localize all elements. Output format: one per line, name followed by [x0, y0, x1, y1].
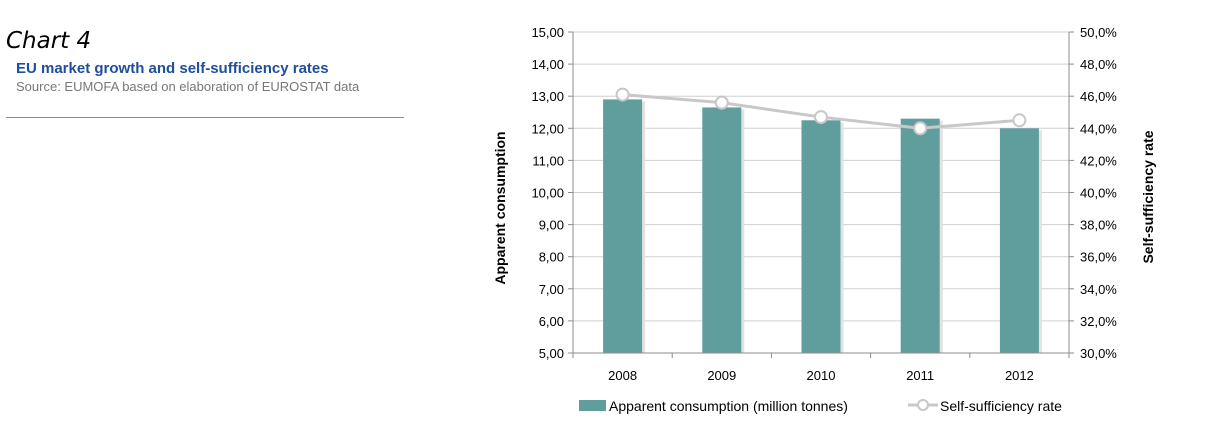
y2-tick-label: 36,0%	[1080, 250, 1117, 265]
y-tick-label: 7,00	[539, 282, 564, 297]
y2-tick-label: 34,0%	[1080, 282, 1117, 297]
y-tick-label: 15,00	[531, 25, 564, 40]
y-tick-label: 14,00	[531, 57, 564, 72]
y2-tick-label: 46,0%	[1080, 89, 1117, 104]
legend-line-marker	[917, 399, 929, 411]
bar-2010	[801, 120, 841, 354]
y2-tick-label: 42,0%	[1080, 153, 1117, 168]
y2-tick-label: 50,0%	[1080, 25, 1117, 40]
bar-2012	[999, 128, 1039, 353]
y-axis-title: Apparent consumption	[492, 131, 508, 284]
chart-source: Source: EUMOFA based on elaboration of E…	[16, 79, 360, 94]
y-tick-label: 12,00	[531, 121, 564, 136]
tick-labels: 5,00 30,0% 6,00 32,0% 7,00 34,0% 8,00 36,0% 9,00…	[531, 25, 1117, 383]
y2-tick-label: 38,0%	[1080, 218, 1117, 233]
line-point-2011	[913, 121, 928, 136]
y2-tick-label: 30,0%	[1080, 346, 1117, 361]
legend-bar-swatch	[579, 400, 606, 411]
bar-series	[603, 99, 1042, 354]
header-divider	[6, 117, 404, 118]
y2-tick-label: 44,0%	[1080, 121, 1117, 136]
line-point-2012	[1012, 113, 1027, 128]
legend: Apparent consumption (million tonnes) Se…	[579, 398, 1062, 414]
y-tick-label: 9,00	[539, 218, 564, 233]
x-tick-label: 2009	[707, 368, 736, 383]
y2-tick-label: 40,0%	[1080, 186, 1117, 201]
bar-2011	[900, 118, 940, 353]
y-tick-label: 5,00	[539, 346, 564, 361]
axes	[568, 31, 1074, 358]
legend-line-label: Self-sufficiency rate	[940, 398, 1062, 414]
chart-title: EU market growth and self-sufficiency ra…	[16, 60, 329, 77]
y2-axis-title: Self-sufficiency rate	[1140, 130, 1156, 263]
legend-bar-label: Apparent consumption (million tonnes)	[609, 398, 848, 414]
chart-number: Chart 4	[6, 28, 92, 54]
x-tick-label: 2011	[906, 368, 934, 383]
y-tick-label: 10,00	[531, 186, 564, 201]
y-tick-label: 6,00	[539, 314, 564, 329]
x-tick-label: 2010	[807, 368, 836, 383]
line-point-2008	[615, 87, 630, 102]
line-point-2009	[714, 95, 729, 110]
line-series	[615, 87, 1027, 136]
y2-tick-label: 48,0%	[1080, 57, 1117, 72]
bar-2008	[603, 99, 643, 353]
y-tick-label: 8,00	[539, 250, 564, 265]
line-point-2010	[814, 110, 828, 125]
y2-tick-label: 32,0%	[1080, 314, 1117, 329]
x-tick-label: 2012	[1005, 368, 1034, 383]
bar-2009	[702, 107, 742, 353]
y-tick-label: 11,00	[532, 153, 564, 168]
chart-header: Chart 4 EU market growth and self-suffic…	[6, 26, 404, 95]
y-tick-label: 13,00	[531, 89, 564, 104]
x-tick-label: 2008	[608, 368, 637, 383]
